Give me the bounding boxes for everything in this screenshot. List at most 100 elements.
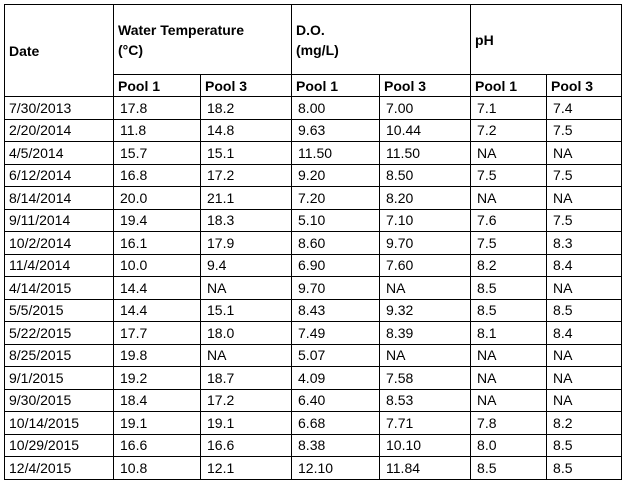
temp-pool3-cell: 18.3 bbox=[199, 208, 293, 232]
temp-pool1-cell: 20.0 bbox=[113, 186, 201, 210]
ph-pool3-cell: 8.5 bbox=[546, 456, 623, 480]
ph-pool1-header: Pool 1 bbox=[470, 74, 548, 97]
date-cell: 5/5/2015 bbox=[4, 298, 114, 322]
ph-pool3-cell: 8.5 bbox=[546, 433, 623, 457]
do-pool3-cell: 11.50 bbox=[379, 141, 472, 165]
ph-pool1-cell: 8.0 bbox=[470, 433, 548, 457]
table-row: 5/5/2015 14.4 15.1 8.43 9.32 8.5 8.5 bbox=[4, 298, 623, 322]
temp-pool3-cell: 15.1 bbox=[199, 141, 293, 165]
ph-pool1-cell: NA bbox=[470, 343, 548, 367]
do-pool1-header: Pool 1 bbox=[291, 74, 381, 97]
temp-pool3-cell: 15.1 bbox=[199, 298, 293, 322]
ph-pool1-cell: NA bbox=[470, 141, 548, 165]
dissolved-oxygen-header: D.O. (mg/L) bbox=[291, 4, 472, 75]
temp-pool3-cell: NA bbox=[199, 276, 293, 300]
temp-pool3-cell: NA bbox=[199, 343, 293, 367]
table-row: 7/30/2013 17.8 18.2 8.00 7.00 7.1 7.4 bbox=[4, 96, 623, 120]
ph-pool1-cell: 8.5 bbox=[470, 298, 548, 322]
ph-pool1-cell: NA bbox=[470, 186, 548, 210]
table-row: 9/11/2014 19.4 18.3 5.10 7.10 7.6 7.5 bbox=[4, 208, 623, 232]
do-pool1-cell: 12.10 bbox=[291, 456, 381, 480]
date-cell: 10/2/2014 bbox=[4, 231, 114, 255]
temp-pool1-cell: 19.8 bbox=[113, 343, 201, 367]
do-pool1-cell: 8.38 bbox=[291, 433, 381, 457]
temp-pool1-cell: 10.8 bbox=[113, 456, 201, 480]
table-row: 12/4/2015 10.8 12.1 12.10 11.84 8.5 8.5 bbox=[4, 456, 623, 480]
temp-pool1-cell: 16.1 bbox=[113, 231, 201, 255]
ph-pool3-cell: 7.5 bbox=[546, 163, 623, 187]
date-cell: 2/20/2014 bbox=[4, 118, 114, 142]
table-row: 8/25/2015 19.8 NA 5.07 NA NA NA bbox=[4, 343, 623, 367]
do-pool1-cell: 6.90 bbox=[291, 253, 381, 277]
temp-pool1-cell: 10.0 bbox=[113, 253, 201, 277]
ph-pool3-cell: NA bbox=[546, 366, 623, 390]
do-pool3-cell: 8.39 bbox=[379, 321, 472, 345]
ph-pool3-cell: 8.5 bbox=[546, 298, 623, 322]
do-pool3-header: Pool 3 bbox=[379, 74, 472, 97]
temp-pool1-cell: 17.8 bbox=[113, 96, 201, 120]
do-pool3-cell: 8.50 bbox=[379, 163, 472, 187]
date-cell: 11/4/2014 bbox=[4, 253, 114, 277]
do-pool3-cell: 7.10 bbox=[379, 208, 472, 232]
ph-header: pH bbox=[470, 4, 623, 75]
pool-header-row: Pool 1 Pool 3 Pool 1 Pool 3 Pool 1 Pool … bbox=[5, 74, 623, 97]
ph-pool1-cell: 7.8 bbox=[470, 411, 548, 435]
ph-pool1-cell: 7.1 bbox=[470, 96, 548, 120]
table-row: 8/14/2014 20.0 21.1 7.20 8.20 NA NA bbox=[4, 186, 623, 210]
temp-pool3-cell: 9.4 bbox=[199, 253, 293, 277]
do-pool3-cell: 9.32 bbox=[379, 298, 472, 322]
table-row: 6/12/2014 16.8 17.2 9.20 8.50 7.5 7.5 bbox=[4, 163, 623, 187]
date-cell: 4/5/2014 bbox=[4, 141, 114, 165]
do-pool1-cell: 4.09 bbox=[291, 366, 381, 390]
temp-pool3-cell: 18.2 bbox=[199, 96, 293, 120]
do-pool1-cell: 5.10 bbox=[291, 208, 381, 232]
ph-pool1-cell: NA bbox=[470, 366, 548, 390]
do-pool1-cell: 9.20 bbox=[291, 163, 381, 187]
dissolved-oxygen-unit: (mg/L) bbox=[296, 41, 339, 58]
ph-pool3-cell: 7.5 bbox=[546, 118, 623, 142]
temp-pool3-cell: 16.6 bbox=[199, 433, 293, 457]
do-pool3-cell: 7.00 bbox=[379, 96, 472, 120]
ph-pool1-cell: 7.5 bbox=[470, 231, 548, 255]
do-pool3-cell: 8.53 bbox=[379, 388, 472, 412]
water-quality-table: Date Water Temperature (°C) D.O. (mg/L) pH… bbox=[4, 4, 623, 480]
temp-pool1-cell: 14.4 bbox=[113, 276, 201, 300]
ph-label: pH bbox=[475, 31, 494, 48]
date-cell: 4/14/2015 bbox=[4, 276, 114, 300]
temp-pool3-cell: 21.1 bbox=[199, 186, 293, 210]
ph-pool3-cell: 8.4 bbox=[546, 321, 623, 345]
table-row: 9/1/2015 19.2 18.7 4.09 7.58 NA NA bbox=[4, 366, 623, 390]
water-temperature-label: Water Temperature bbox=[118, 21, 245, 38]
do-pool3-cell: 7.58 bbox=[379, 366, 472, 390]
temp-pool3-cell: 14.8 bbox=[199, 118, 293, 142]
table-row: 10/29/2015 16.6 16.6 8.38 10.10 8.0 8.5 bbox=[4, 433, 623, 457]
do-pool3-cell: NA bbox=[379, 343, 472, 367]
temp-pool1-cell: 19.1 bbox=[113, 411, 201, 435]
temp-pool1-cell: 19.2 bbox=[113, 366, 201, 390]
date-cell: 10/29/2015 bbox=[4, 433, 114, 457]
ph-pool1-cell: 8.5 bbox=[470, 456, 548, 480]
date-cell: 9/1/2015 bbox=[4, 366, 114, 390]
date-cell: 8/25/2015 bbox=[4, 343, 114, 367]
ph-pool1-cell: 7.5 bbox=[470, 163, 548, 187]
ph-pool1-cell: 7.6 bbox=[470, 208, 548, 232]
group-header-row: Date Water Temperature (°C) D.O. (mg/L) pH bbox=[4, 4, 623, 97]
temp-pool1-cell: 16.8 bbox=[113, 163, 201, 187]
water-temperature-unit: (°C) bbox=[118, 41, 144, 58]
do-pool1-cell: 7.49 bbox=[291, 321, 381, 345]
do-pool1-cell: 9.63 bbox=[291, 118, 381, 142]
temp-pool3-cell: 17.9 bbox=[199, 231, 293, 255]
do-pool3-cell: 7.60 bbox=[379, 253, 472, 277]
do-pool1-cell: 8.43 bbox=[291, 298, 381, 322]
do-pool3-cell: 7.71 bbox=[379, 411, 472, 435]
table-row: 11/4/2014 10.0 9.4 6.90 7.60 8.2 8.4 bbox=[4, 253, 623, 277]
date-cell: 12/4/2015 bbox=[4, 456, 114, 480]
do-pool3-cell: 8.20 bbox=[379, 186, 472, 210]
date-cell: 10/14/2015 bbox=[4, 411, 114, 435]
temp-pool3-cell: 19.1 bbox=[199, 411, 293, 435]
do-pool1-cell: 8.00 bbox=[291, 96, 381, 120]
ph-pool3-cell: 8.2 bbox=[546, 411, 623, 435]
water-temperature-header: Water Temperature (°C) bbox=[112, 4, 293, 75]
do-pool1-cell: 7.20 bbox=[291, 186, 381, 210]
do-pool3-cell: 11.84 bbox=[379, 456, 472, 480]
